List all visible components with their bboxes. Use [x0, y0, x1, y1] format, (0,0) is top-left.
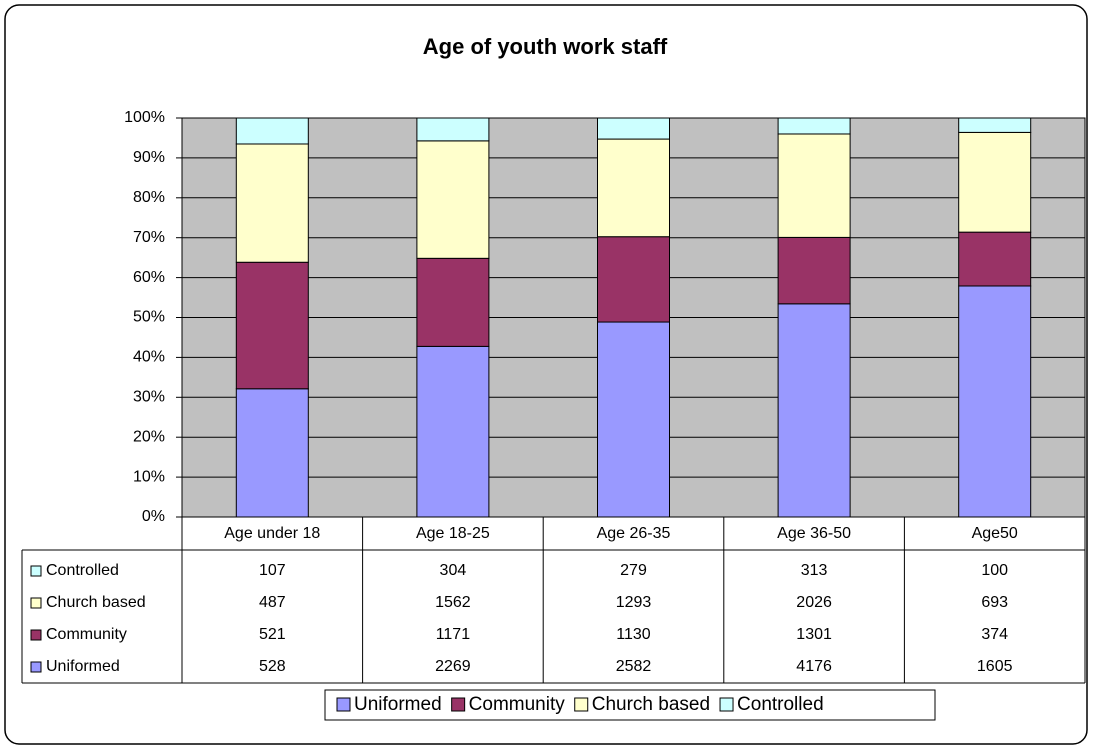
table-legend-swatch — [30, 565, 42, 577]
table-cell: 1171 — [436, 626, 471, 643]
bar-segment — [597, 236, 670, 323]
bar-segment — [597, 138, 670, 238]
x-tick-label: Age50 — [972, 525, 1018, 542]
table-cell: 4176 — [796, 658, 832, 675]
legend-label: Uniformed — [354, 694, 442, 715]
x-tick-label: Age 36-50 — [777, 525, 851, 542]
table-row-label: Community — [46, 626, 127, 643]
bar-segment — [416, 345, 490, 518]
legend-swatch — [336, 697, 351, 712]
bar-segment — [597, 321, 670, 518]
table-row-label: Church based — [46, 594, 146, 611]
y-tick-label: 60% — [133, 269, 165, 286]
y-tick-label: 100% — [124, 109, 165, 126]
table-cell: 304 — [440, 562, 467, 579]
bar-segment — [777, 133, 851, 238]
y-tick-label: 40% — [133, 349, 165, 366]
legend-swatch — [574, 697, 589, 712]
table-cell: 1293 — [616, 594, 652, 611]
bar-segment — [235, 117, 309, 145]
table-cell: 374 — [981, 626, 1008, 643]
bar-segment — [235, 143, 309, 263]
bar-segment — [777, 303, 851, 518]
y-tick-label: 80% — [133, 189, 165, 206]
x-tick-label: Age 26-35 — [597, 525, 671, 542]
table-cell: 528 — [259, 658, 286, 675]
table-row-label: Controlled — [46, 562, 119, 579]
x-tick-label: Age 18-25 — [416, 525, 490, 542]
bar-segment — [777, 236, 851, 305]
y-tick-label: 70% — [133, 229, 165, 246]
table-cell: 1130 — [616, 626, 651, 643]
bar-segment — [416, 117, 490, 142]
bar-segment — [597, 117, 670, 140]
x-tick-label: Age under 18 — [224, 525, 320, 542]
table-cell: 1301 — [796, 626, 832, 643]
table-legend-swatch — [30, 597, 42, 609]
legend-box — [324, 689, 936, 721]
legend-label: Community — [469, 694, 566, 715]
bar-segment — [958, 231, 1032, 287]
y-tick-label: 10% — [133, 468, 165, 485]
table-cell: 313 — [801, 562, 828, 579]
table-cell: 279 — [620, 562, 647, 579]
table-cell: 2582 — [616, 658, 652, 675]
table-cell: 107 — [259, 562, 286, 579]
bar-segment — [958, 285, 1032, 518]
table-cell: 2269 — [435, 658, 471, 675]
bar-segment — [416, 257, 490, 347]
table-cell: 1562 — [435, 594, 471, 611]
y-tick-label: 90% — [133, 149, 165, 166]
table-cell: 2026 — [796, 594, 832, 611]
bar-segment — [235, 388, 309, 518]
table-legend-swatch — [30, 661, 42, 673]
chart-title: Age of youth work staff — [423, 34, 668, 59]
bar-segment — [235, 261, 309, 390]
bar-segment — [777, 117, 851, 135]
bar-segment — [958, 131, 1032, 233]
legend-label: Church based — [592, 694, 710, 715]
legend-swatch — [451, 697, 466, 712]
table-cell: 521 — [259, 626, 286, 643]
y-tick-label: 0% — [142, 508, 165, 525]
bar-segment — [958, 117, 1032, 133]
table-cell: 1605 — [977, 658, 1013, 675]
table-cell: 693 — [981, 594, 1008, 611]
y-tick-label: 20% — [133, 428, 165, 445]
table-cell: 100 — [981, 562, 1008, 579]
table-row-label: Uniformed — [46, 658, 120, 675]
table-legend-swatch — [30, 629, 42, 641]
bar-segment — [416, 140, 490, 259]
table-cell: 487 — [259, 594, 286, 611]
y-tick-label: 50% — [133, 309, 165, 326]
legend-label: Controlled — [737, 694, 824, 715]
legend-swatch — [719, 697, 734, 712]
y-tick-label: 30% — [133, 389, 165, 406]
